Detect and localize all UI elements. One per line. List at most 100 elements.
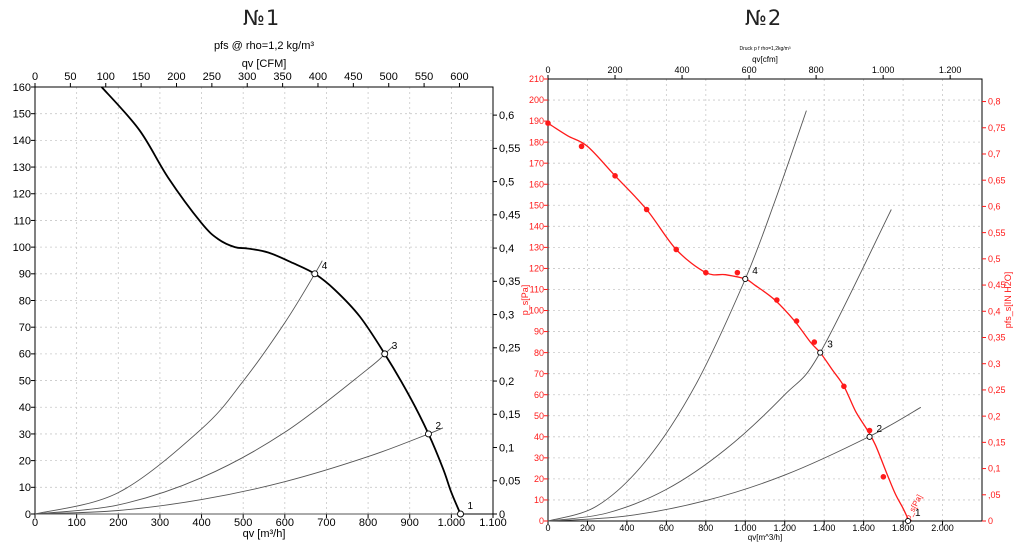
y2-tick-label: 0,2 (988, 411, 1001, 421)
y-tick-label: 80 (19, 295, 31, 307)
plot-frame (547, 78, 983, 522)
y2-tick-label: 0,25 (988, 385, 1006, 395)
x-tick-label: 1.200 (773, 523, 796, 533)
x-tick-label: 1.000 (438, 517, 466, 529)
y2-tick-label: 0,35 (499, 276, 520, 288)
operating-point-1 (904, 517, 912, 525)
measurement-marker (673, 246, 680, 253)
y-tick-label: 150 (13, 109, 31, 121)
x2-tick-label: 100 (97, 71, 115, 83)
system-curve-3 (34, 345, 394, 515)
y-tick-label: 40 (534, 432, 544, 442)
y-tick-label: 0 (539, 516, 544, 526)
y2-tick-label: ,05 (988, 490, 1001, 500)
x2-tick-label: 0 (32, 71, 38, 83)
y-tick-label: 210 (529, 74, 544, 84)
x-tick-label: 400 (619, 523, 634, 533)
measurement-marker (774, 297, 780, 303)
x2-tick-label: 450 (344, 71, 362, 83)
y-tick-label: 50 (534, 411, 544, 421)
y2-tick-label: 0,45 (499, 210, 520, 222)
y-tick-label: 100 (13, 242, 31, 254)
x-tick-label: 200 (109, 517, 127, 529)
y-tick-label: 140 (13, 135, 31, 147)
measurement-marker (703, 269, 709, 276)
measurement-marker (811, 339, 818, 345)
fan-curve (547, 122, 910, 522)
x-tick-label: 800 (359, 517, 377, 529)
y-tick-label: 90 (534, 327, 544, 337)
y-tick-label: 70 (534, 369, 544, 379)
y-tick-label: 20 (534, 474, 544, 484)
system-curve-4 (547, 110, 807, 522)
y-axis-label: p_s[Pa] (520, 285, 530, 316)
y-tick-label: 150 (529, 200, 544, 210)
y-tick-label: 120 (13, 189, 31, 201)
y2-tick-label: 0,1 (988, 464, 1001, 474)
fan-curve-label: p_s[Pa] (903, 493, 924, 521)
plot-frame (34, 86, 494, 515)
y-tick-label: 0 (25, 509, 31, 521)
x2-tick-label: 550 (415, 71, 433, 83)
x-tick-label: 600 (276, 517, 294, 529)
y2-tick-label: 0,7 (988, 149, 1001, 159)
y2-tick-label: 0 (988, 516, 993, 526)
y2-tick-label: 0,45 (988, 280, 1006, 290)
x2-tick-label: 400 (309, 71, 327, 83)
operating-point-1 (457, 510, 464, 518)
x-tick-label: 1.800 (892, 523, 915, 533)
operating-point-2 (866, 433, 873, 440)
y2-tick-label: 0,5 (499, 176, 514, 188)
x-tick-label: 2.000 (931, 523, 954, 533)
x2-tick-label: 200 (608, 65, 623, 75)
y2-tick-label: 0,25 (499, 343, 520, 355)
x2-axis-label: qv [CFM] (242, 58, 287, 70)
y-tick-label: 50 (19, 375, 31, 387)
x-tick-label: 400 (192, 517, 210, 529)
y-tick-label: 20 (19, 455, 31, 467)
system-curve-2 (547, 406, 922, 522)
measurement-marker (866, 427, 873, 434)
y2-tick-label: 0,65 (988, 175, 1006, 185)
x2-tick-label: 800 (809, 65, 824, 75)
y2-tick-label: 0,55 (499, 143, 520, 155)
operating-point-label: 2 (435, 421, 441, 432)
operating-point-label: 4 (752, 266, 758, 277)
operating-point-3 (381, 350, 389, 358)
fan-chart-2: 0 200 400 600 800 1.000 1.200 1.400 1.600 1.800 2.… (520, 46, 1013, 542)
y-tick-label: 60 (534, 390, 544, 400)
x2-tick-label: 1.200 (939, 65, 962, 75)
operating-point-label: 3 (392, 341, 398, 352)
x2-tick-label: 1.000 (872, 65, 895, 75)
y-tick-label: 160 (529, 179, 544, 189)
x2-tick-label: 250 (203, 71, 221, 83)
y-tick-label: 30 (534, 453, 544, 463)
x-tick-label: 1.400 (813, 523, 836, 533)
y-tick-label: 70 (19, 322, 31, 334)
y2-tick-label: 0,15 (988, 438, 1006, 448)
y-tick-label: 40 (19, 402, 31, 414)
y-tick-label: 10 (534, 495, 544, 505)
y2-tick-label: 0,35 (988, 333, 1006, 343)
operating-point-label: 4 (322, 261, 328, 272)
y-tick-label: 90 (19, 269, 31, 281)
y2-tick-label: 0,1 (499, 442, 514, 454)
y-tick-label: 100 (529, 306, 544, 316)
y2-tick-label: 0,15 (499, 409, 520, 421)
y-tick-label: 200 (529, 95, 544, 105)
system-curve-4 (34, 260, 323, 515)
y2-tick-label: 0,5 (988, 254, 1001, 264)
operating-point-label: 3 (827, 340, 833, 351)
y-tick-label: 110 (13, 215, 31, 227)
system-curve-3 (547, 209, 892, 522)
x-tick-label: 0 (32, 517, 38, 529)
x2-tick-label: 350 (273, 71, 291, 83)
operating-point-label: 2 (877, 424, 883, 435)
x-tick-label: 0 (545, 523, 550, 533)
y-tick-label: 30 (19, 429, 31, 441)
y2-tick-label: 0,8 (988, 97, 1001, 107)
y-tick-label: 140 (529, 221, 544, 231)
measurement-marker (612, 173, 618, 179)
measurement-marker (643, 206, 650, 213)
